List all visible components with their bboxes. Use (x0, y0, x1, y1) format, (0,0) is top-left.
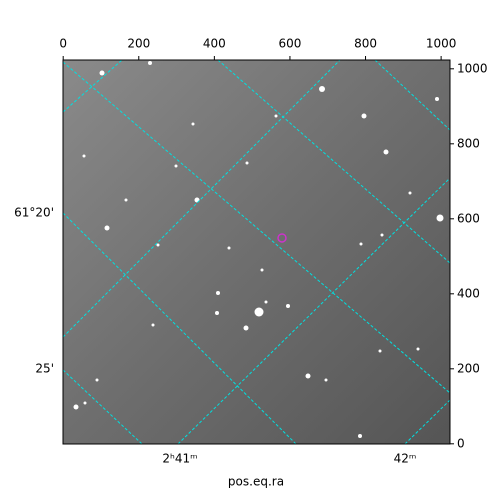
y-tick-label: 1000 (457, 61, 488, 75)
x-tick-label: 600 (278, 37, 301, 51)
y-tick-label: 0 (457, 436, 465, 450)
image (63, 60, 450, 444)
x-axis-label: pos.eq.ra (228, 475, 284, 489)
target-marker (277, 233, 287, 243)
y-tick-label: 200 (457, 361, 480, 375)
y-tick-label: 600 (457, 211, 480, 225)
y-tick-label: 800 (457, 136, 480, 150)
dec-tick-label: 25' (35, 362, 54, 376)
x-tick-label: 800 (354, 37, 377, 51)
stars (73, 61, 444, 438)
wcs-grid (63, 60, 450, 444)
x-tick-label: 0 (59, 37, 67, 51)
y-tick-label: 400 (457, 286, 480, 300)
ra-tick-label: 42ᵐ (394, 452, 417, 466)
x-tick-label: 1000 (426, 37, 457, 51)
frame (62, 59, 451, 445)
x-tick-label: 400 (203, 37, 226, 51)
x-tick-label: 200 (127, 37, 150, 51)
dec-tick-label: 61°20' (14, 206, 54, 220)
ra-tick-label: 2ʰ41ᵐ (162, 452, 197, 466)
